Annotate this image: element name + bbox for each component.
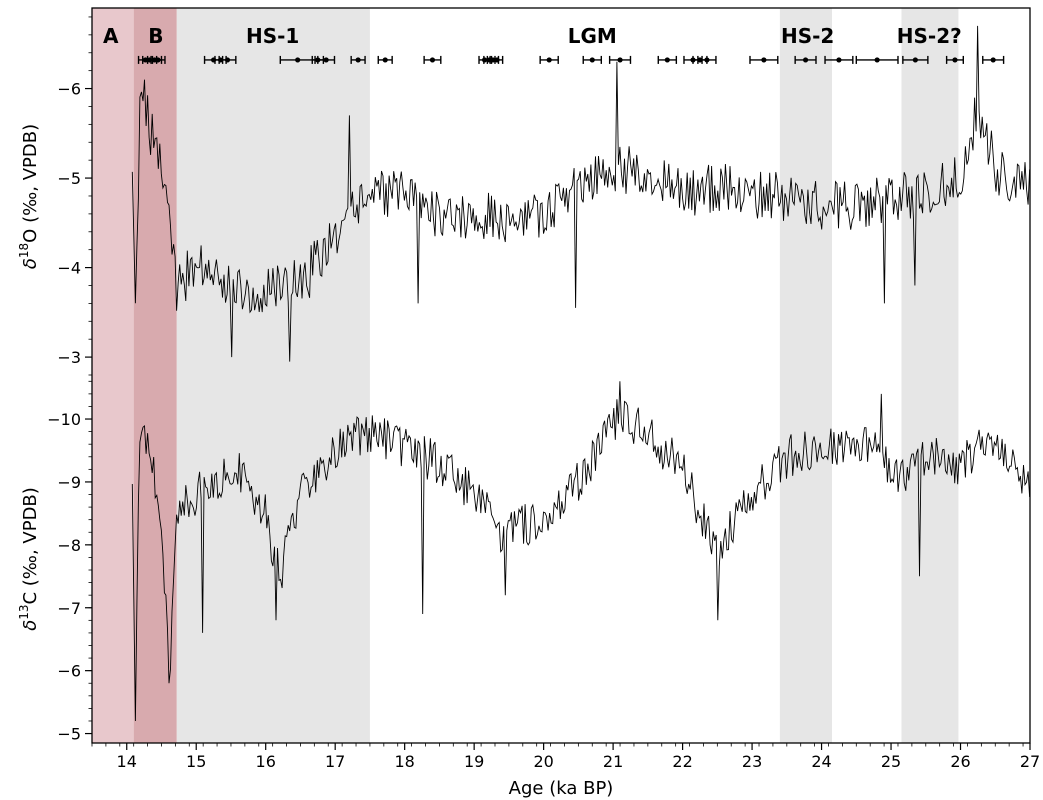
band-label-3: LGM — [568, 24, 617, 48]
d18O-y-tick-label-0: −3 — [57, 348, 81, 367]
d18O-series-line — [131, 25, 1031, 362]
date-point-27 — [874, 57, 880, 63]
x-tick-label-9: 23 — [742, 752, 762, 771]
x-tick-label-3: 17 — [325, 752, 345, 771]
x-tick-label-1: 15 — [186, 752, 206, 771]
x-tick-label-0: 14 — [117, 752, 137, 771]
date-point-26 — [836, 57, 842, 63]
d13C-axis-label-delta: δ — [20, 620, 41, 631]
x-tick-label-5: 19 — [464, 752, 484, 771]
date-point-25 — [802, 57, 809, 63]
date-point-30 — [990, 57, 996, 63]
d18O-axis-label: δ18O (‰, VPDB) — [17, 124, 41, 269]
x-tick-label-12: 26 — [950, 752, 970, 771]
d13C-y-tick-label-3: −8 — [57, 536, 81, 555]
date-point-20 — [664, 57, 670, 63]
band-4 — [901, 8, 959, 743]
plot-frame — [91, 7, 1031, 744]
d18O-series — [131, 25, 1031, 362]
date-point-19 — [617, 57, 623, 63]
x-tick-label-7: 21 — [603, 752, 623, 771]
x-tick-label-11: 25 — [881, 752, 901, 771]
band-0 — [92, 8, 134, 743]
date-point-17 — [546, 57, 552, 63]
age-date-errorbars — [137, 55, 1005, 64]
d13C-y-tick-label-2: −7 — [57, 599, 81, 618]
d13C-axis-label-sup: 13 — [17, 605, 31, 620]
d18O-axis-label-rest: O (‰, VPDB) — [20, 124, 41, 243]
x-tick-label-13: 27 — [1020, 752, 1040, 771]
date-point-29 — [952, 57, 958, 63]
d13C-series-line — [131, 381, 1031, 722]
band-1 — [133, 8, 177, 743]
x-tick-label-10: 24 — [811, 752, 831, 771]
date-point-18 — [589, 57, 595, 63]
d13C-series — [131, 381, 1031, 722]
x-tick-label-2: 16 — [256, 752, 276, 771]
date-point-24 — [761, 57, 767, 63]
d13C-y-tick-label-5: −10 — [47, 410, 81, 429]
x-tick-label-6: 20 — [533, 752, 553, 771]
date-point-28 — [912, 57, 918, 63]
shaded-intervals — [92, 8, 959, 743]
x-tick-label-4: 18 — [394, 752, 414, 771]
d13C-axis-label-rest: C (‰, VPDB) — [20, 487, 41, 604]
band-label-2: HS-1 — [246, 24, 299, 48]
date-point-3 — [155, 57, 161, 63]
band-label-0: A — [103, 24, 119, 48]
band-label-1: B — [148, 24, 163, 48]
x-tick-label-8: 22 — [672, 752, 692, 771]
date-point-23 — [704, 57, 710, 63]
band-2 — [176, 8, 370, 743]
d13C-y-tick-label-4: −9 — [57, 473, 81, 492]
band-3 — [779, 8, 832, 743]
date-point-7 — [295, 57, 301, 63]
d18O-axis-label-sup: 18 — [17, 243, 31, 258]
d18O-y-tick-label-1: −4 — [57, 259, 81, 278]
date-point-10 — [355, 57, 361, 63]
date-point-6 — [224, 57, 231, 63]
band-label-4: HS-2 — [781, 24, 834, 48]
d13C-axis-label: δ13C (‰, VPDB) — [17, 487, 41, 631]
x-axis-label: Age (ka BP) — [509, 778, 614, 799]
d13C-y-tick-label-0: −5 — [57, 725, 81, 744]
date-point-12 — [429, 57, 436, 63]
axes: 14 15 16 17 18 19 20 21 22 23 24 25 26 27 −3 −4 −5 −6 −5 −6… — [47, 7, 1040, 771]
d13C-y-tick-label-1: −6 — [57, 662, 81, 681]
date-point-9 — [323, 57, 329, 63]
band-label-5: HS-2? — [897, 24, 962, 48]
date-point-11 — [382, 57, 388, 63]
d18O-y-tick-label-3: −6 — [57, 80, 81, 99]
d18O-axis-label-delta: δ — [20, 258, 41, 269]
interval-labels: A B HS-1 LGM HS-2 HS-2? — [103, 24, 962, 48]
date-point-16 — [494, 57, 500, 63]
d18O-y-tick-label-2: −5 — [57, 169, 81, 188]
